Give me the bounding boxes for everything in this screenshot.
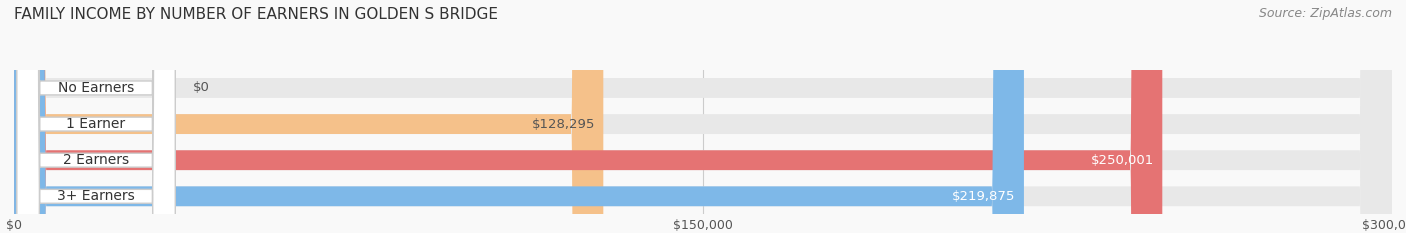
FancyBboxPatch shape xyxy=(14,0,1392,233)
Text: 3+ Earners: 3+ Earners xyxy=(58,189,135,203)
FancyBboxPatch shape xyxy=(14,0,1163,233)
FancyBboxPatch shape xyxy=(17,0,176,233)
FancyBboxPatch shape xyxy=(14,0,1024,233)
FancyBboxPatch shape xyxy=(14,0,1392,233)
Text: $128,295: $128,295 xyxy=(531,118,595,130)
Text: FAMILY INCOME BY NUMBER OF EARNERS IN GOLDEN S BRIDGE: FAMILY INCOME BY NUMBER OF EARNERS IN GO… xyxy=(14,7,498,22)
FancyBboxPatch shape xyxy=(14,0,603,233)
Text: $0: $0 xyxy=(193,82,209,94)
FancyBboxPatch shape xyxy=(17,0,176,233)
Text: $250,001: $250,001 xyxy=(1091,154,1154,167)
FancyBboxPatch shape xyxy=(17,0,176,233)
Text: 2 Earners: 2 Earners xyxy=(63,153,129,167)
Text: No Earners: No Earners xyxy=(58,81,134,95)
Text: 1 Earner: 1 Earner xyxy=(66,117,125,131)
FancyBboxPatch shape xyxy=(14,0,1392,233)
Text: Source: ZipAtlas.com: Source: ZipAtlas.com xyxy=(1258,7,1392,20)
FancyBboxPatch shape xyxy=(17,0,176,233)
FancyBboxPatch shape xyxy=(14,0,1392,233)
Text: $219,875: $219,875 xyxy=(952,190,1015,203)
